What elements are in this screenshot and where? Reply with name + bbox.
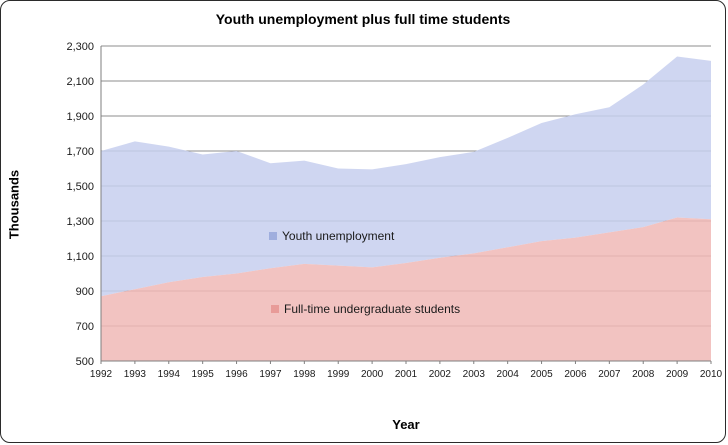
legend-swatch-youth-unemployment [269, 232, 277, 240]
x-tick-label: 2005 [530, 369, 553, 380]
x-tick-label: 1997 [259, 369, 282, 380]
legend-item-youth-unemployment: Youth unemployment [269, 229, 394, 243]
x-tick-label: 2010 [700, 369, 723, 380]
x-tick-label: 1996 [225, 369, 248, 380]
x-tick-label: 2000 [361, 369, 384, 380]
x-tick-label: 1993 [124, 369, 147, 380]
x-tick-label: 1999 [327, 369, 350, 380]
legend-label-youth-unemployment: Youth unemployment [282, 229, 395, 243]
x-tick-label: 2006 [564, 369, 587, 380]
x-tick-label: 2007 [598, 369, 621, 380]
y-tick-label: 1,900 [66, 111, 94, 123]
y-tick-label: 1,300 [66, 216, 94, 228]
y-tick-label: 900 [76, 286, 94, 298]
x-tick-label: 1995 [192, 369, 215, 380]
x-tick-label: 2009 [666, 369, 689, 380]
x-tick-label: 1994 [158, 369, 181, 380]
y-tick-label: 700 [76, 321, 94, 333]
chart-title: Youth unemployment plus full time studen… [215, 11, 511, 27]
legend-label-full-time-students: Full-time undergraduate students [284, 302, 461, 316]
legend-item-full-time-students: Full-time undergraduate students [271, 302, 460, 316]
area-full-time-students [101, 217, 711, 361]
x-tick-label: 2002 [429, 369, 452, 380]
x-tick-label: 2004 [497, 369, 520, 380]
y-tick-label: 1,100 [66, 251, 94, 263]
y-tick-label: 2,300 [66, 41, 94, 53]
legend-swatch-full-time-students [271, 305, 279, 313]
area-youth-unemployment [101, 56, 711, 297]
x-tick-label: 1992 [90, 369, 113, 380]
y-tick-label: 500 [76, 356, 94, 368]
x-tick-label: 2003 [463, 369, 486, 380]
y-tick-label: 1,500 [66, 181, 94, 193]
y-tick-label: 1,700 [66, 146, 94, 158]
y-tick-label: 2,100 [66, 76, 94, 88]
x-tick-label: 1998 [293, 369, 316, 380]
x-tick-label: 2008 [632, 369, 655, 380]
x-tick-label: 2001 [395, 369, 418, 380]
x-axis-title: Year [392, 417, 420, 432]
